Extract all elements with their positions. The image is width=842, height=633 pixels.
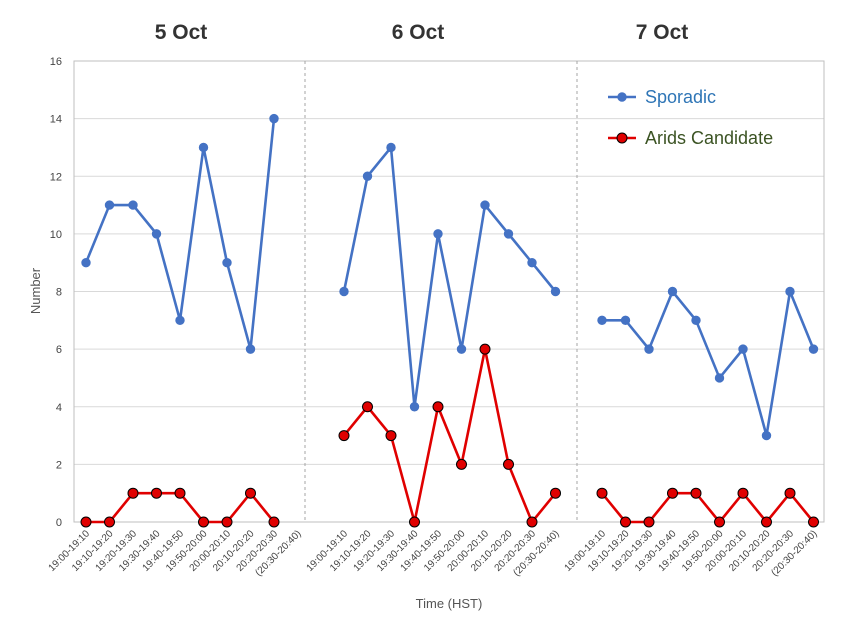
y-tick-label: 12 (50, 171, 62, 183)
arids-candidate-point (620, 516, 631, 528)
sporadic-point (480, 200, 490, 210)
sporadic-point (81, 257, 91, 268)
sporadic-point (667, 286, 678, 297)
sporadic-point (151, 229, 162, 239)
sporadic-point (104, 200, 115, 210)
arids-candidate-point (808, 516, 819, 528)
arids-candidate-point (526, 516, 538, 528)
arids-candidate-point (338, 430, 350, 442)
arids-candidate-point (456, 458, 467, 470)
arids-candidate-point (714, 516, 725, 528)
sporadic-point (644, 344, 654, 354)
sporadic-point (527, 257, 537, 268)
y-axis-label: Number (28, 267, 43, 314)
sporadic-point (269, 113, 279, 124)
arids-candidate-point (550, 487, 561, 499)
y-tick-label: 2 (56, 459, 62, 471)
sporadic-point (198, 142, 209, 153)
panel-title: 6 Oct (392, 21, 445, 44)
arids-candidate-point (409, 516, 420, 528)
sporadic-point (433, 229, 443, 239)
arids-candidate-point (104, 516, 115, 528)
arids-candidate-point (151, 487, 162, 499)
panel-dividers (304, 61, 578, 522)
arids-candidate-point (784, 487, 796, 499)
sporadic-point (339, 286, 349, 297)
legend: Sporadic Arids Candidate (608, 87, 773, 148)
arids-candidate-point (503, 458, 514, 470)
sporadic-point (597, 315, 607, 326)
legend-arids-candidate-label: Arids Candidate (645, 128, 773, 148)
sporadic-line (602, 290, 815, 437)
sporadic-point (175, 315, 185, 326)
y-tick-label: 0 (56, 517, 62, 529)
arids-candidate-point (198, 516, 209, 528)
y-tick-label: 4 (56, 402, 62, 414)
arids-candidate-point (221, 516, 233, 528)
panel-titles: 5 Oct 6 Oct 7 Oct (155, 21, 689, 44)
arids-candidate-point (761, 516, 772, 528)
sporadic-point (456, 344, 467, 354)
y-tick-label: 10 (50, 229, 62, 241)
arids-candidate-point (432, 401, 444, 413)
sporadic-point (245, 344, 256, 354)
panel-title: 5 Oct (155, 21, 208, 44)
sporadic-point (738, 344, 748, 354)
arids-candidate-point (643, 516, 655, 528)
arids-candidate-point (690, 487, 702, 499)
x-tick-labels: 19:00-19:1019:10-19:2019:20-19:3019:30-1… (47, 528, 820, 579)
sporadic-point (128, 200, 138, 210)
sporadic-point (550, 286, 561, 297)
panel-title: 7 Oct (636, 21, 689, 44)
y-tick-label: 6 (56, 344, 62, 356)
plot-frame (73, 60, 825, 523)
arids-candidate-point (362, 401, 373, 413)
sporadic-point (409, 402, 420, 412)
legend-sporadic-label: Sporadic (645, 87, 716, 107)
sporadic-point (503, 229, 514, 239)
x-axis-label: Time (HST) (416, 596, 483, 611)
sporadic-line (342, 146, 557, 409)
y-tick-label: 14 (50, 114, 62, 126)
arids-candidate-point (596, 487, 608, 499)
sporadic-point (785, 286, 795, 297)
arids-candidate-line (342, 347, 557, 524)
arids-candidate-point (385, 430, 397, 442)
sporadic-point (714, 373, 725, 383)
sporadic-point (761, 430, 772, 441)
arids-candidate-point (245, 487, 256, 499)
series-layer (80, 113, 819, 528)
y-tick-label: 8 (56, 287, 62, 299)
arids-candidate-point (268, 516, 280, 528)
sporadic-point (222, 257, 232, 268)
arids-candidate-point (127, 487, 139, 499)
arids-candidate-line (600, 491, 815, 524)
y-tick-label: 16 (50, 56, 62, 68)
arids-candidate-point (479, 343, 491, 355)
y-tick-labels: 0 2 4 6 8 10 12 14 16 (50, 56, 62, 529)
legend-arids-candidate-marker (616, 132, 628, 144)
arids-candidate-point (80, 516, 92, 528)
sporadic-point (362, 171, 373, 181)
sporadic-point (620, 315, 631, 326)
arids-candidate-point (737, 487, 749, 499)
arids-candidate-point (174, 487, 186, 499)
sporadic-point (808, 344, 819, 354)
legend-sporadic-marker (617, 92, 627, 102)
sporadic-point (386, 142, 396, 153)
arids-candidate-point (667, 487, 678, 499)
sporadic-point (691, 315, 701, 326)
